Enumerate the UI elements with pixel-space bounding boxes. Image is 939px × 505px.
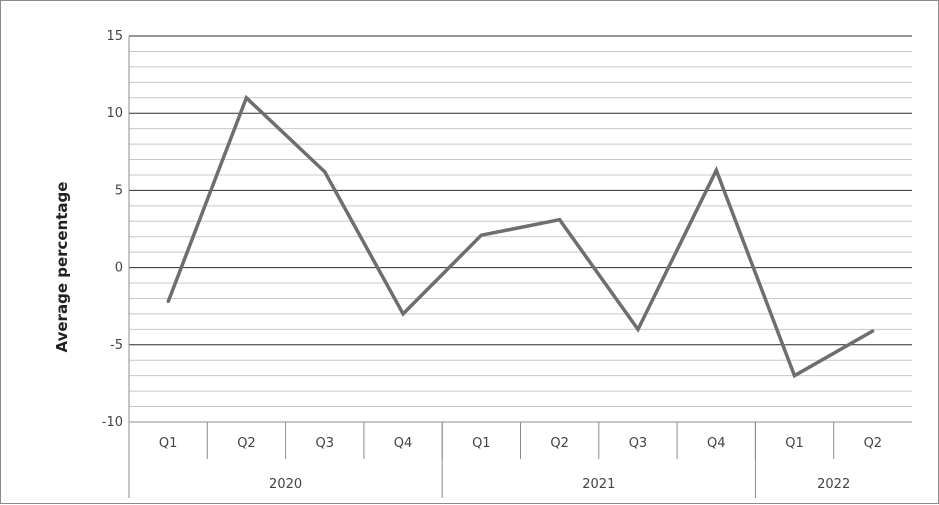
data-point (714, 168, 718, 172)
data-point (558, 218, 562, 222)
x-category-label: Q1 (472, 436, 491, 451)
y-tick-label: 15 (106, 29, 123, 44)
y-tick-label: 0 (115, 261, 123, 276)
x-group-label: 2020 (269, 477, 302, 492)
x-group-label: 2021 (582, 477, 615, 492)
x-category-label: Q3 (629, 436, 648, 451)
data-point (479, 233, 483, 237)
data-point (636, 327, 640, 331)
x-category-label: Q1 (785, 436, 804, 451)
data-point (166, 300, 170, 304)
y-tick-label: 5 (115, 183, 123, 198)
series-line (166, 94, 874, 379)
data-point (793, 374, 797, 378)
y-tick-label: -10 (102, 415, 123, 430)
y-tick-label: -5 (110, 338, 123, 353)
x-category-label: Q2 (550, 436, 569, 451)
x-category-label: Q1 (159, 436, 178, 451)
x-category-label: Q2 (237, 436, 256, 451)
x-category-label: Q2 (864, 436, 883, 451)
x-category-label: Q3 (315, 436, 334, 451)
data-point (323, 170, 327, 174)
data-point (871, 329, 875, 333)
data-point (244, 96, 248, 100)
x-group-label: 2022 (817, 477, 850, 492)
y-axis-label: Average percentage (53, 182, 71, 353)
x-category-label: Q4 (707, 436, 726, 451)
data-point (401, 312, 405, 316)
y-tick-label: 10 (106, 106, 123, 121)
x-category-label: Q4 (394, 436, 413, 451)
